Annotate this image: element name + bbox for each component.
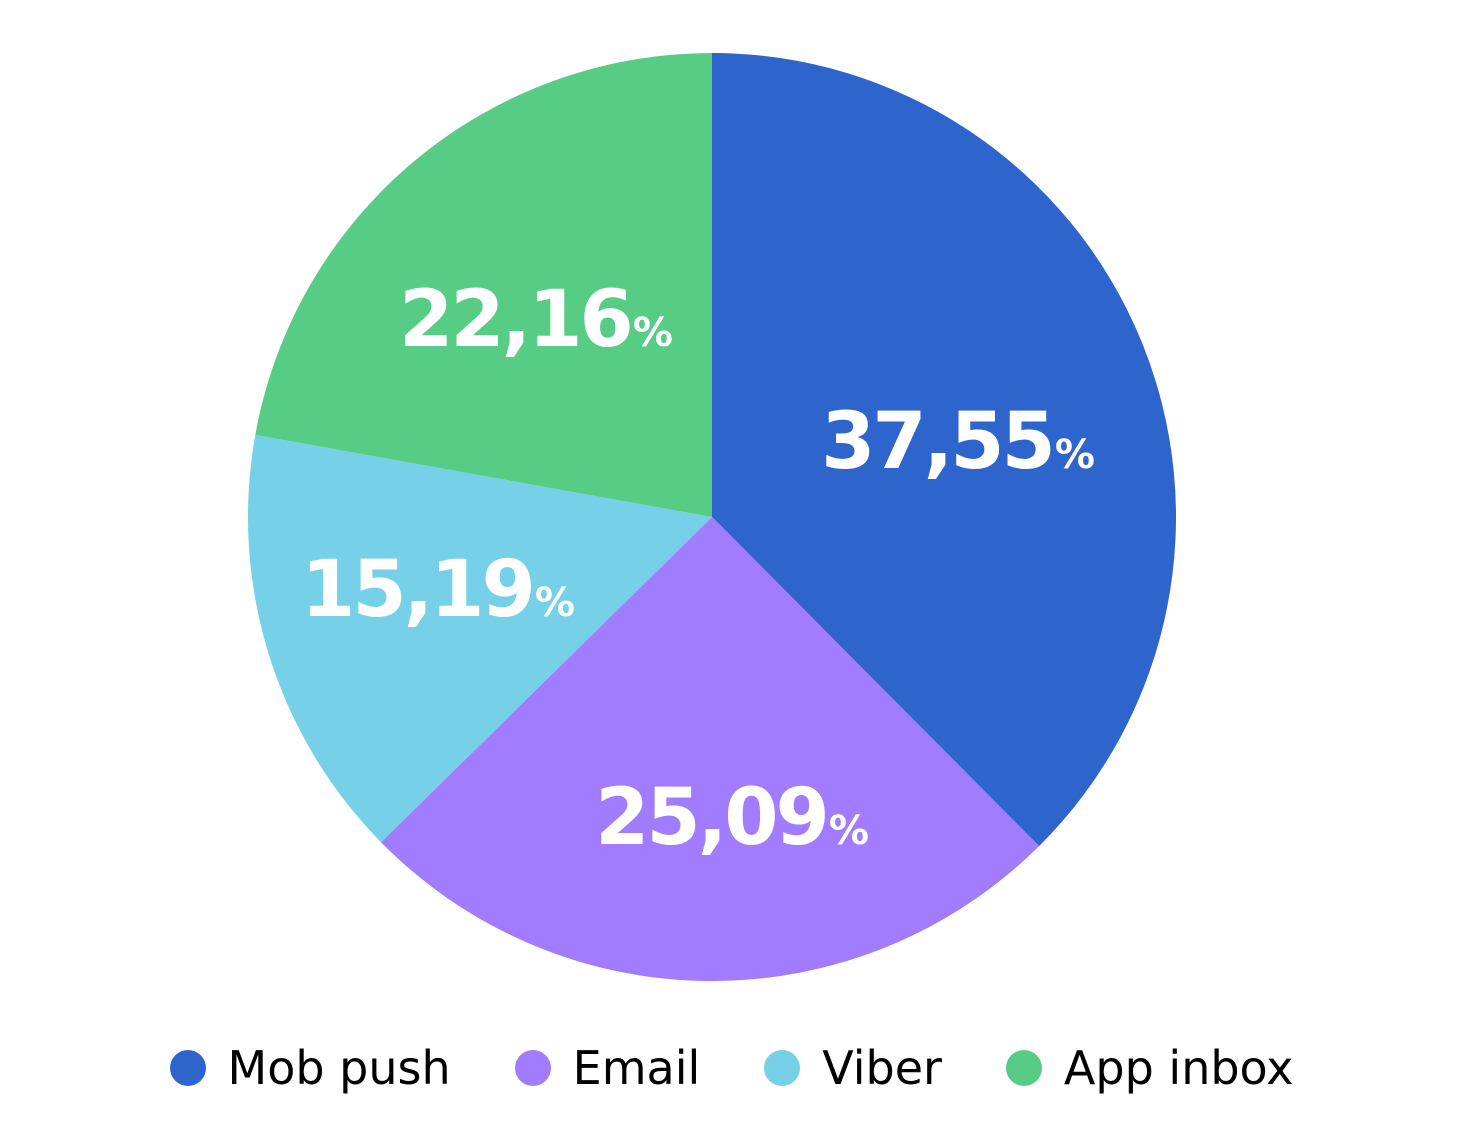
legend-dot-icon [514,1050,551,1086]
label-suffix: % [1054,432,1095,478]
label-value: 25,09 [595,773,830,863]
label-email: 25,09% [595,773,869,863]
label-suffix: % [534,580,575,626]
legend: Mob push Email Viber App inbox [0,1038,1463,1098]
legend-dot-icon [169,1050,206,1086]
legend-dot-icon [1005,1050,1042,1086]
label-value: 15,19 [301,545,536,635]
slice-mob-push [712,52,1177,847]
label-value: 22,16 [399,275,634,365]
label-app-inbox: 22,16% [399,275,673,365]
legend-item-app-inbox[interactable]: App inbox [1005,1041,1294,1095]
pie-chart [247,52,1177,982]
legend-label: Viber [822,1041,942,1095]
legend-label: Email [572,1041,701,1095]
legend-item-mob-push[interactable]: Mob push [169,1041,451,1095]
legend-label: App inbox [1063,1041,1294,1095]
label-suffix: % [632,310,673,356]
label-viber: 15,19% [301,545,575,635]
legend-item-email[interactable]: Email [514,1041,701,1095]
legend-dot-icon [764,1050,801,1086]
legend-label: Mob push [227,1041,451,1095]
slice-email [381,517,1040,982]
slice-viber [247,434,712,843]
label-value: 37,55 [821,397,1056,487]
legend-item-viber[interactable]: Viber [764,1041,942,1095]
slice-app-inbox [255,52,713,517]
label-suffix: % [828,808,869,854]
label-mob-push: 37,55% [821,397,1095,487]
